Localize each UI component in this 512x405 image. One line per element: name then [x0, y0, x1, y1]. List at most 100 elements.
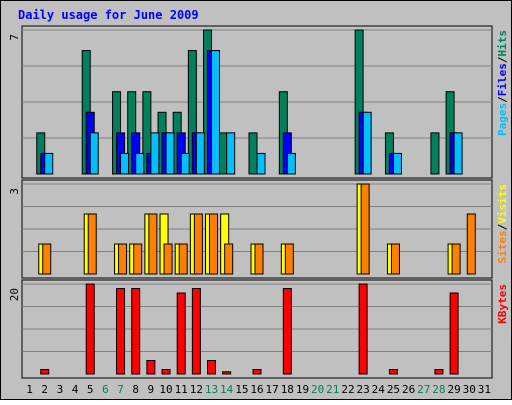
bar-kbytes-day-16 [252, 369, 262, 375]
bar-pages-day-5 [89, 132, 99, 175]
bar-pages-day-29 [453, 132, 463, 175]
x-tick-label-day-18: 18 [281, 383, 294, 396]
bar-kbytes-day-2 [40, 369, 50, 375]
bar-kbytes-day-14 [222, 371, 232, 375]
bar-kbytes-day-5 [85, 283, 95, 375]
x-tick-label-day-31: 31 [478, 383, 491, 396]
x-axis-labels: 1 2 3 4 5 6 7 8 9 10 11 12 13 14 15 16 17 18 19 20 21 22 23 24 2… [26, 383, 491, 396]
bar-kbytes-day-23 [358, 283, 368, 375]
bar-kbytes-day-25 [388, 369, 398, 375]
bar-pages-day-18 [286, 152, 296, 175]
legend-sites-label: Sites [496, 230, 509, 263]
legend-files-label: Files [496, 63, 509, 96]
bar-kbytes-day-10 [161, 369, 171, 375]
x-tick-label-day-20: 20 [311, 383, 324, 396]
bar-sites-day-9 [148, 213, 158, 275]
panel-kbytes-legend: KBytes [496, 284, 509, 324]
legend-visits-label: Visits [496, 184, 509, 224]
bar-kbytes-day-7 [116, 288, 126, 375]
bar-kbytes-day-29 [449, 292, 459, 375]
bar-pages-day-8 [135, 152, 145, 175]
bar-kbytes-day-12 [191, 288, 201, 375]
bar-sites-day-12 [193, 213, 203, 275]
legend-hits-label: Hits [496, 30, 509, 57]
bar-sites-day-18 [284, 243, 294, 275]
bar-kbytes-day-28 [434, 369, 444, 375]
x-tick-label-day-27: 27 [417, 383, 430, 396]
x-tick-label-day-22: 22 [341, 383, 354, 396]
bar-kbytes-day-8 [131, 288, 141, 375]
bar-kbytes-day-11 [176, 292, 186, 375]
bar-sites-day-14 [224, 243, 234, 275]
x-tick-label-day-6: 6 [102, 383, 109, 396]
bar-pages-day-13 [211, 50, 221, 175]
bar-pages-day-25 [392, 152, 402, 175]
bar-hits-day-28 [430, 132, 440, 175]
legend--label: / [496, 56, 509, 63]
bar-hits-day-16 [248, 132, 258, 175]
bar-sites-day-2 [42, 243, 52, 275]
x-tick-label-day-12: 12 [190, 383, 203, 396]
legend--label: / [496, 96, 509, 103]
x-tick-label-day-15: 15 [235, 383, 248, 396]
x-tick-label-day-28: 28 [432, 383, 445, 396]
x-tick-label-day-1: 1 [26, 383, 33, 396]
bar-pages-day-9 [150, 132, 160, 175]
bar-sites-day-16 [254, 243, 264, 275]
bar-pages-day-12 [195, 132, 205, 175]
bar-sites-day-8 [133, 243, 143, 275]
panel-kbytes: 20 KBytes [8, 279, 509, 379]
bar-sites-day-29 [451, 243, 461, 275]
x-tick-label-day-30: 30 [463, 383, 476, 396]
bar-sites-day-13 [209, 213, 219, 275]
x-tick-label-day-4: 4 [72, 383, 79, 396]
x-tick-label-day-25: 25 [387, 383, 400, 396]
panel-hits-legend: Pages/Files/Hits [496, 30, 509, 136]
bar-sites-day-23 [360, 183, 370, 275]
x-tick-label-day-8: 8 [132, 383, 139, 396]
x-tick-label-day-3: 3 [57, 383, 64, 396]
bar-pages-day-14 [226, 132, 236, 175]
bar-pages-day-2 [44, 152, 54, 175]
bar-pages-day-10 [165, 132, 175, 175]
panel-visits: 3 Sites/Visits [8, 179, 509, 279]
bar-kbytes-day-18 [282, 288, 292, 375]
x-tick-label-day-16: 16 [250, 383, 263, 396]
x-tick-label-day-17: 17 [266, 383, 279, 396]
bar-kbytes-day-13 [207, 360, 217, 375]
x-tick-label-day-19: 19 [296, 383, 309, 396]
bar-sites-day-30 [466, 213, 476, 275]
bar-pages-day-16 [256, 152, 266, 175]
x-tick-label-day-9: 9 [148, 383, 155, 396]
x-tick-label-day-29: 29 [447, 383, 460, 396]
bar-sites-day-5 [87, 213, 97, 275]
bar-sites-day-10 [163, 243, 173, 275]
x-tick-label-day-26: 26 [402, 383, 415, 396]
panel-kbytes-max-label: 20 [8, 288, 21, 301]
legend-kbytes-label: KBytes [496, 284, 509, 324]
x-tick-label-day-13: 13 [205, 383, 218, 396]
legend-pages-label: Pages [496, 103, 509, 136]
legend--label: / [496, 223, 509, 230]
x-tick-label-day-11: 11 [175, 383, 188, 396]
x-tick-label-day-14: 14 [220, 383, 234, 396]
x-tick-label-day-24: 24 [372, 383, 386, 396]
x-tick-label-day-7: 7 [117, 383, 124, 396]
x-tick-label-day-21: 21 [326, 383, 339, 396]
bar-sites-day-7 [118, 243, 128, 275]
x-tick-label-day-23: 23 [357, 383, 370, 396]
bar-pages-day-23 [362, 111, 372, 175]
bar-sites-day-25 [390, 243, 400, 275]
bar-sites-day-11 [178, 243, 188, 275]
panel-visits-max-label: 3 [8, 188, 21, 195]
bar-kbytes-day-9 [146, 360, 156, 375]
chart-title: Daily usage for June 2009 [18, 8, 199, 22]
bar-pages-day-7 [120, 152, 130, 175]
bar-pages-day-11 [180, 152, 190, 175]
x-tick-label-day-10: 10 [159, 383, 172, 396]
x-tick-label-day-2: 2 [41, 383, 48, 396]
panel-visits-legend: Sites/Visits [496, 184, 509, 264]
